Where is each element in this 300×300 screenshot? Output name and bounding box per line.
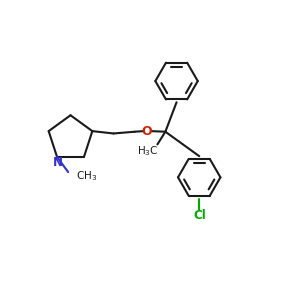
Text: O: O (142, 124, 152, 138)
Text: N: N (52, 156, 63, 169)
Text: CH$_3$: CH$_3$ (76, 169, 98, 183)
Text: H$_3$C: H$_3$C (137, 145, 158, 158)
Text: Cl: Cl (193, 209, 206, 222)
